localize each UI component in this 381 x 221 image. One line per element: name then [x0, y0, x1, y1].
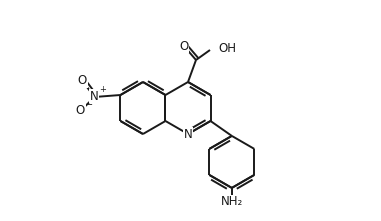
Text: N: N: [184, 128, 192, 141]
Text: +: +: [99, 86, 106, 95]
Text: O: O: [179, 40, 189, 53]
Text: OH: OH: [218, 42, 236, 55]
Text: O: O: [76, 105, 85, 118]
Text: NH₂: NH₂: [221, 195, 243, 208]
Text: −: −: [85, 100, 94, 110]
Text: O: O: [78, 74, 87, 88]
Text: N: N: [90, 90, 99, 103]
